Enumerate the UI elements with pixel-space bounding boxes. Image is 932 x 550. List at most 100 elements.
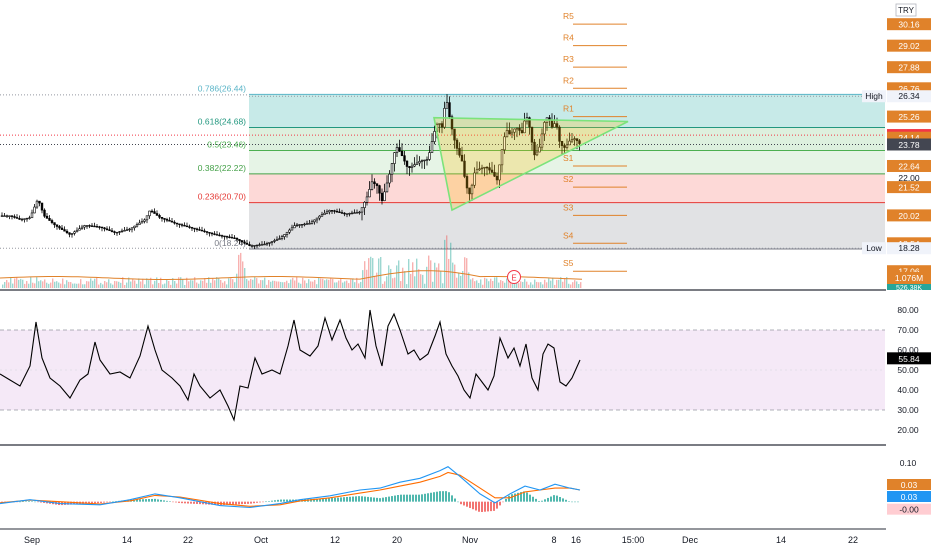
volume-bar bbox=[272, 280, 274, 288]
volume-bar bbox=[300, 283, 302, 288]
macd-histogram-bar bbox=[502, 501, 504, 503]
time-tick-label: 14 bbox=[776, 535, 786, 545]
macd-histogram-bar bbox=[385, 497, 387, 502]
time-tick-label: Sep bbox=[24, 535, 40, 545]
candle bbox=[378, 185, 381, 194]
volume-bar bbox=[364, 261, 366, 288]
volume-bar bbox=[20, 278, 22, 288]
volume-bar bbox=[186, 277, 188, 288]
volume-bar bbox=[452, 262, 454, 288]
volume-bar bbox=[286, 280, 288, 288]
candle bbox=[360, 207, 364, 213]
fib-zone bbox=[249, 173, 885, 203]
candle bbox=[573, 138, 576, 140]
macd-histogram-bar bbox=[256, 501, 258, 503]
macd-line-value: 0.03 bbox=[901, 492, 918, 502]
candle bbox=[440, 123, 444, 128]
volume-bar bbox=[516, 281, 518, 288]
volume-bar bbox=[380, 257, 382, 288]
volume-bar bbox=[470, 279, 472, 288]
macd-pane bbox=[0, 466, 581, 512]
candle bbox=[363, 202, 366, 208]
volume-bar bbox=[394, 277, 396, 288]
volume-bar bbox=[252, 279, 254, 288]
high-tag bbox=[862, 90, 886, 103]
macd-histogram-bar bbox=[415, 494, 417, 502]
macd-histogram-bar bbox=[148, 499, 150, 502]
candle bbox=[130, 227, 134, 230]
price-tick-badge bbox=[887, 18, 931, 31]
volume-bar bbox=[326, 279, 328, 288]
macd-histogram-bar bbox=[103, 501, 105, 503]
volume-bar bbox=[540, 282, 542, 288]
macd-histogram-bar bbox=[439, 491, 441, 502]
candle bbox=[523, 120, 526, 134]
volume-bar bbox=[338, 280, 340, 288]
macd-histogram-bar bbox=[532, 496, 534, 502]
volume-bar bbox=[214, 280, 216, 288]
volume-bar bbox=[58, 282, 60, 288]
volume-bar bbox=[578, 283, 580, 288]
macd-hist-value: -0.00 bbox=[899, 505, 919, 515]
macd-histogram-bar bbox=[316, 498, 318, 502]
volume-bar bbox=[288, 283, 290, 288]
candle bbox=[158, 215, 161, 218]
candle bbox=[510, 131, 514, 135]
volume-bar bbox=[448, 258, 450, 288]
volume-bar bbox=[340, 278, 342, 288]
volume-bar bbox=[548, 278, 550, 288]
candle bbox=[283, 234, 286, 237]
candle bbox=[345, 213, 349, 215]
volume-bar bbox=[228, 278, 230, 288]
rsi-pane bbox=[0, 309, 885, 422]
macd-histogram-bar bbox=[115, 501, 117, 502]
candle bbox=[533, 141, 536, 156]
candle bbox=[5, 215, 9, 217]
candle bbox=[500, 149, 504, 166]
candle bbox=[133, 225, 136, 229]
candle bbox=[243, 241, 246, 244]
price-tick-label: 22.00 bbox=[898, 173, 920, 183]
candle bbox=[225, 236, 229, 238]
volume-bar bbox=[352, 278, 354, 288]
volume-bar bbox=[564, 277, 566, 288]
macd-histogram-bar bbox=[571, 501, 573, 503]
macd-histogram-bar bbox=[499, 501, 501, 506]
price-tick-badge bbox=[887, 209, 931, 222]
volume-bar bbox=[268, 280, 270, 288]
volume-bar bbox=[348, 283, 350, 288]
macd-histogram-bar bbox=[331, 498, 333, 502]
rsi-tick-label: 80.00 bbox=[897, 305, 919, 315]
volume-bar bbox=[312, 281, 314, 288]
volume-bar bbox=[168, 280, 170, 288]
price-tick-label: 30.16 bbox=[898, 20, 920, 30]
candle bbox=[233, 237, 236, 239]
candle bbox=[553, 123, 556, 128]
volume-bar bbox=[84, 284, 86, 288]
high-value-label: 26.34 bbox=[898, 91, 920, 101]
macd-histogram-bar bbox=[70, 501, 72, 505]
volume-bar bbox=[222, 282, 224, 288]
volume-bar bbox=[154, 280, 156, 288]
volume-bar bbox=[102, 284, 104, 288]
volume-bar bbox=[332, 278, 334, 288]
macd-histogram-bar bbox=[544, 499, 546, 502]
macd-histogram-bar bbox=[577, 501, 579, 503]
volume-bar bbox=[482, 284, 484, 288]
volume-bar bbox=[384, 281, 386, 288]
volume-bar bbox=[278, 281, 280, 288]
macd-histogram-bar bbox=[154, 498, 156, 502]
volume-bar bbox=[318, 278, 320, 288]
macd-histogram-bar bbox=[556, 495, 558, 502]
macd-signal-value: 0.03 bbox=[901, 480, 918, 490]
volume-bar bbox=[456, 277, 458, 288]
candle bbox=[430, 141, 434, 153]
currency-box bbox=[895, 3, 917, 17]
volume-ma-line bbox=[0, 270, 583, 280]
volume-bar bbox=[454, 264, 456, 288]
candle bbox=[485, 166, 489, 169]
candle bbox=[528, 117, 531, 128]
volume-bar bbox=[208, 277, 210, 288]
fib-label: 0.236(20.70) bbox=[198, 192, 246, 202]
